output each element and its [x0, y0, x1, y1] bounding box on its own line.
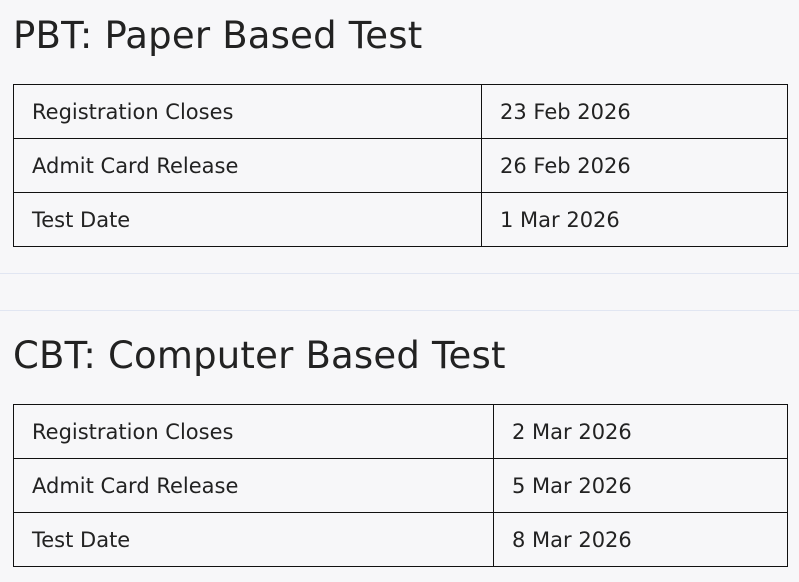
cbt-heading: CBT: Computer Based Test: [13, 334, 506, 377]
pbt-dates-table: Registration Closes 23 Feb 2026 Admit Car…: [13, 84, 788, 247]
row-label: Test Date: [13, 512, 494, 567]
table-row: Admit Card Release 5 Mar 2026: [13, 458, 788, 513]
table-row: Registration Closes 23 Feb 2026: [13, 84, 788, 139]
row-value: 2 Mar 2026: [493, 404, 788, 459]
pbt-heading: PBT: Paper Based Test: [13, 14, 423, 57]
row-label: Registration Closes: [13, 404, 494, 459]
table-row: Test Date 1 Mar 2026: [13, 192, 788, 247]
row-label: Test Date: [13, 192, 482, 247]
row-label: Registration Closes: [13, 84, 482, 139]
divider: [0, 310, 799, 311]
row-value: 26 Feb 2026: [481, 138, 788, 193]
row-value: 1 Mar 2026: [481, 192, 788, 247]
divider: [0, 273, 799, 274]
table-row: Registration Closes 2 Mar 2026: [13, 404, 788, 459]
row-label: Admit Card Release: [13, 458, 494, 513]
table-row: Test Date 8 Mar 2026: [13, 512, 788, 567]
row-value: 8 Mar 2026: [493, 512, 788, 567]
row-value: 23 Feb 2026: [481, 84, 788, 139]
row-value: 5 Mar 2026: [493, 458, 788, 513]
cbt-dates-table: Registration Closes 2 Mar 2026 Admit Card…: [13, 404, 788, 567]
row-label: Admit Card Release: [13, 138, 482, 193]
table-row: Admit Card Release 26 Feb 2026: [13, 138, 788, 193]
